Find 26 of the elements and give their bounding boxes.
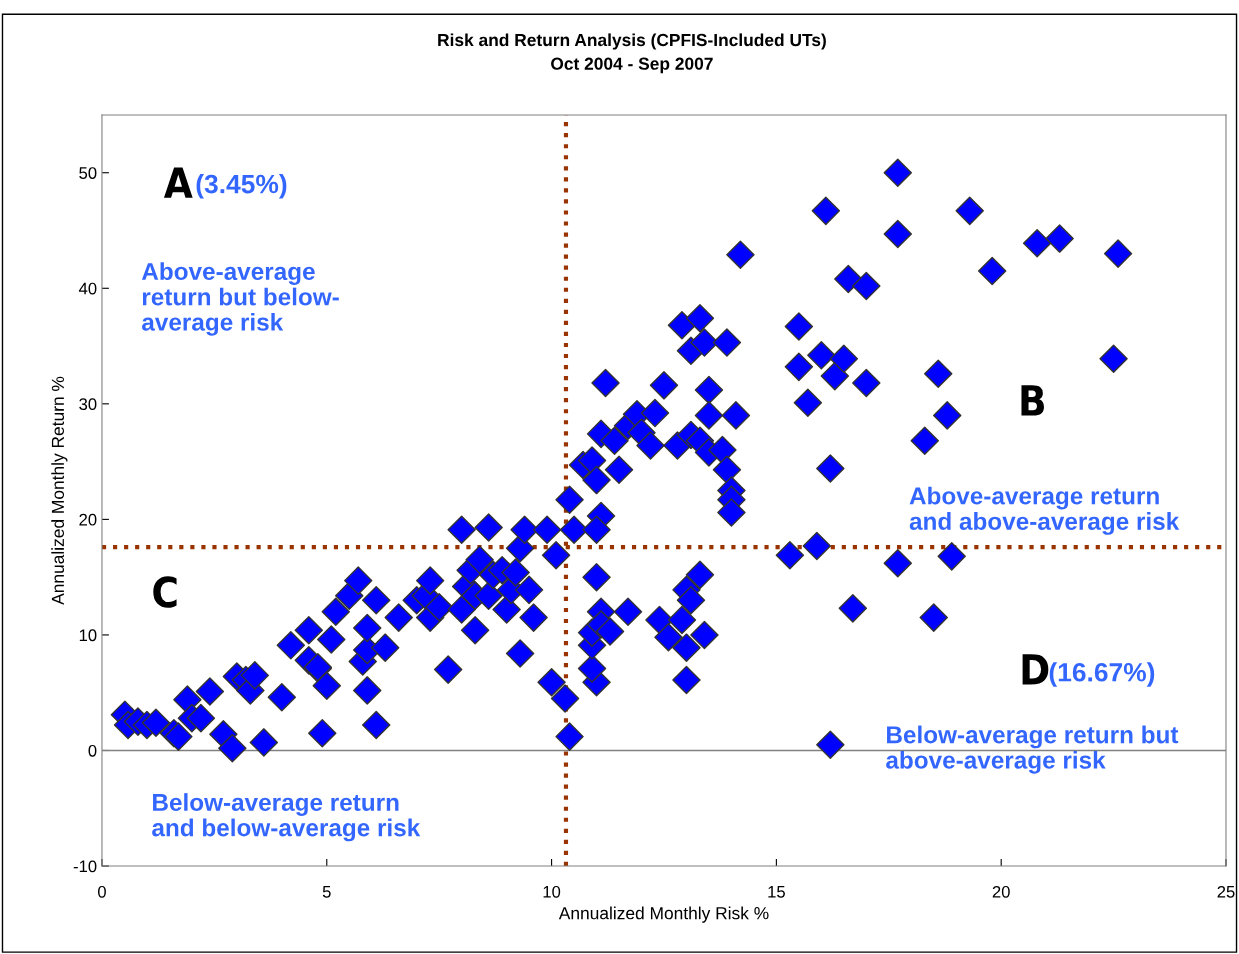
- annotation: Above-average return but below- average risk: [141, 262, 339, 336]
- y-tick-label: 50: [79, 167, 97, 179]
- y-tick-label: 0: [88, 744, 97, 757]
- y-axis-title: Annualized Monthly Return %: [51, 376, 68, 605]
- annotation: Below-average return and below-average risk: [152, 793, 421, 842]
- y-tick-label: 40: [78, 282, 97, 295]
- annotation: Above-average return and above-average risk: [909, 486, 1180, 535]
- annotation: (16.67%): [1049, 662, 1155, 687]
- x-axis-title: Annualized Monthly Risk %: [558, 906, 769, 923]
- x-tick-label: 0: [97, 885, 106, 898]
- annotation: Below-average return but above-average risk: [886, 725, 1179, 774]
- x-tick-label: 15: [768, 886, 785, 898]
- x-tick-label: 25: [1217, 885, 1235, 898]
- annotation: A: [163, 167, 193, 198]
- annotation: D: [1022, 654, 1049, 685]
- x-tick-label: 20: [992, 885, 1010, 898]
- y-tick-label: 30: [79, 398, 97, 411]
- annotation: (3.45%): [196, 174, 287, 199]
- annotation: C: [153, 576, 177, 608]
- y-tick-label: 10: [79, 629, 97, 642]
- y-tick-label: -10: [73, 860, 97, 873]
- x-tick-label: 10: [543, 885, 561, 898]
- annotation: B: [1021, 385, 1044, 416]
- y-tick-label: 20: [79, 513, 97, 526]
- x-tick-label: 5: [322, 886, 331, 898]
- chart-title: Risk and Return Analysis (CPFIS-Included UTs) Oct 2004 - Sep 2007: [438, 33, 826, 74]
